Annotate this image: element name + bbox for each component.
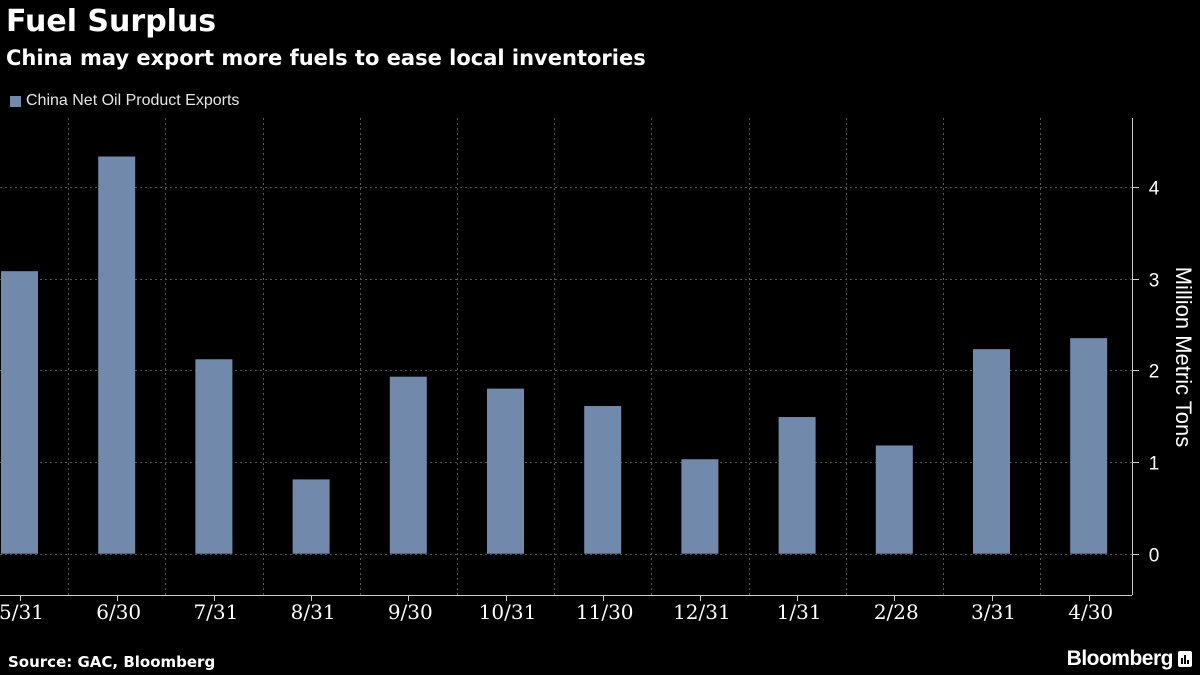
bar [195, 359, 233, 554]
y-tick-label: 2 [1149, 362, 1160, 383]
bar [1070, 338, 1108, 554]
bar [389, 376, 427, 554]
bar [584, 406, 622, 554]
x-tick-label: 3/31 [971, 600, 1016, 624]
bar [875, 445, 913, 554]
bar [98, 156, 136, 554]
chart-title: Fuel Surplus [6, 4, 217, 39]
bar [973, 349, 1010, 554]
x-tick-label: 7/31 [193, 600, 238, 624]
y-tick-label: 3 [1149, 271, 1160, 292]
y-tick-label: 4 [1149, 179, 1160, 200]
bloomberg-terminal-icon [1178, 651, 1192, 667]
bar [778, 417, 816, 554]
chart-subtitle: China may export more fuels to ease loca… [6, 46, 646, 70]
x-tick-label: 12/31 [673, 600, 731, 624]
x-tick-label: 5/31 [0, 600, 44, 624]
x-tick-label: 10/31 [479, 600, 537, 624]
brand-name: Bloomberg [1066, 647, 1174, 670]
x-tick-label: 2/28 [874, 600, 919, 624]
brand-logo: Bloomberg [1067, 647, 1192, 671]
y-tick-label: 1 [1149, 454, 1160, 475]
legend: China Net Oil Product Exports [10, 91, 239, 111]
legend-label: China Net Oil Product Exports [26, 92, 240, 109]
x-tick-label: 11/30 [576, 600, 634, 624]
bar [487, 388, 524, 554]
bar [681, 459, 719, 554]
x-tick-label: 9/30 [388, 600, 433, 624]
x-tick-label: 1/31 [777, 600, 822, 624]
legend-swatch [10, 95, 21, 107]
x-tick-label: 6/30 [96, 600, 141, 624]
y-axis-title: Million Metric Tons [1171, 267, 1196, 448]
x-tick-label: 4/30 [1068, 600, 1113, 624]
source-note: Source: GAC, Bloomberg [8, 653, 216, 671]
bar [292, 479, 330, 554]
x-tick-label: 8/31 [291, 600, 336, 624]
bar [1, 271, 38, 554]
y-tick-label: 0 [1149, 546, 1160, 567]
